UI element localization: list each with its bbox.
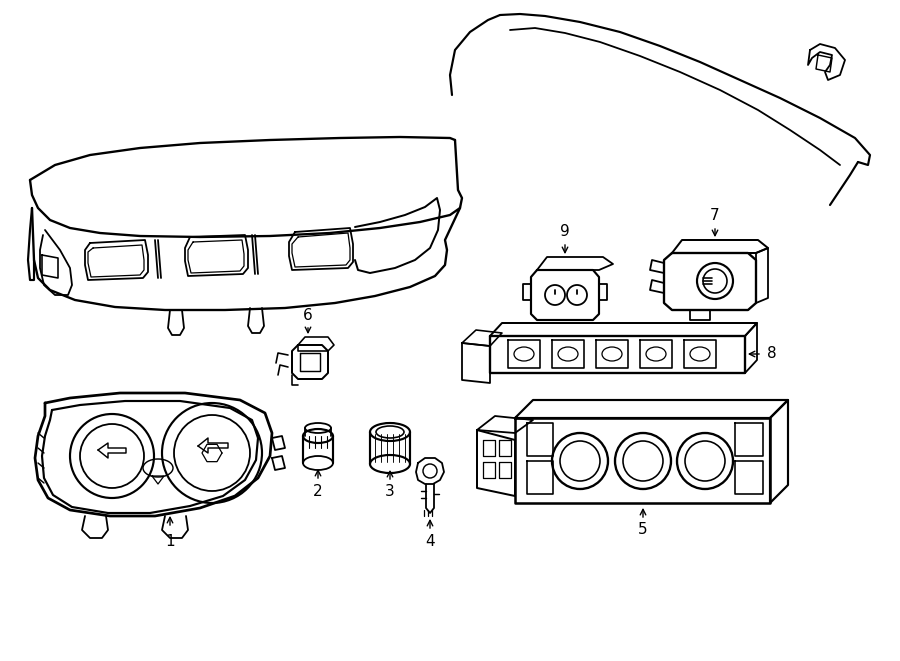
Text: 9: 9 <box>560 225 570 239</box>
Text: 1: 1 <box>166 533 175 549</box>
Text: 8: 8 <box>767 346 777 362</box>
Text: 7: 7 <box>710 208 720 223</box>
Text: 4: 4 <box>425 533 435 549</box>
Text: 2: 2 <box>313 483 323 498</box>
Text: 6: 6 <box>303 307 313 323</box>
Text: 5: 5 <box>638 522 648 537</box>
Text: 3: 3 <box>385 485 395 500</box>
